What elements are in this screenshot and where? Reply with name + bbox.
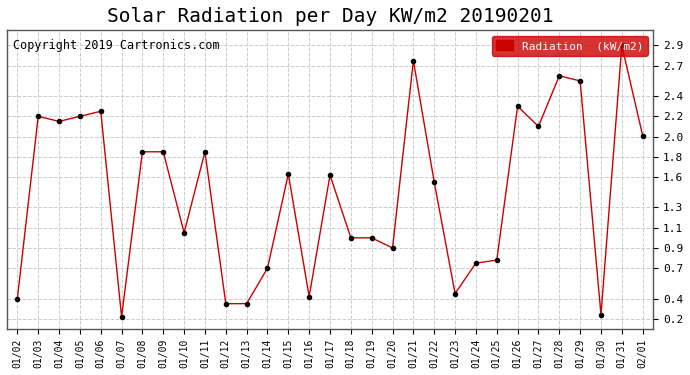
Title: Solar Radiation per Day KW/m2 20190201: Solar Radiation per Day KW/m2 20190201 xyxy=(107,7,553,26)
Text: Copyright 2019 Cartronics.com: Copyright 2019 Cartronics.com xyxy=(13,39,220,52)
Legend: Radiation  (kW/m2): Radiation (kW/m2) xyxy=(491,36,647,56)
